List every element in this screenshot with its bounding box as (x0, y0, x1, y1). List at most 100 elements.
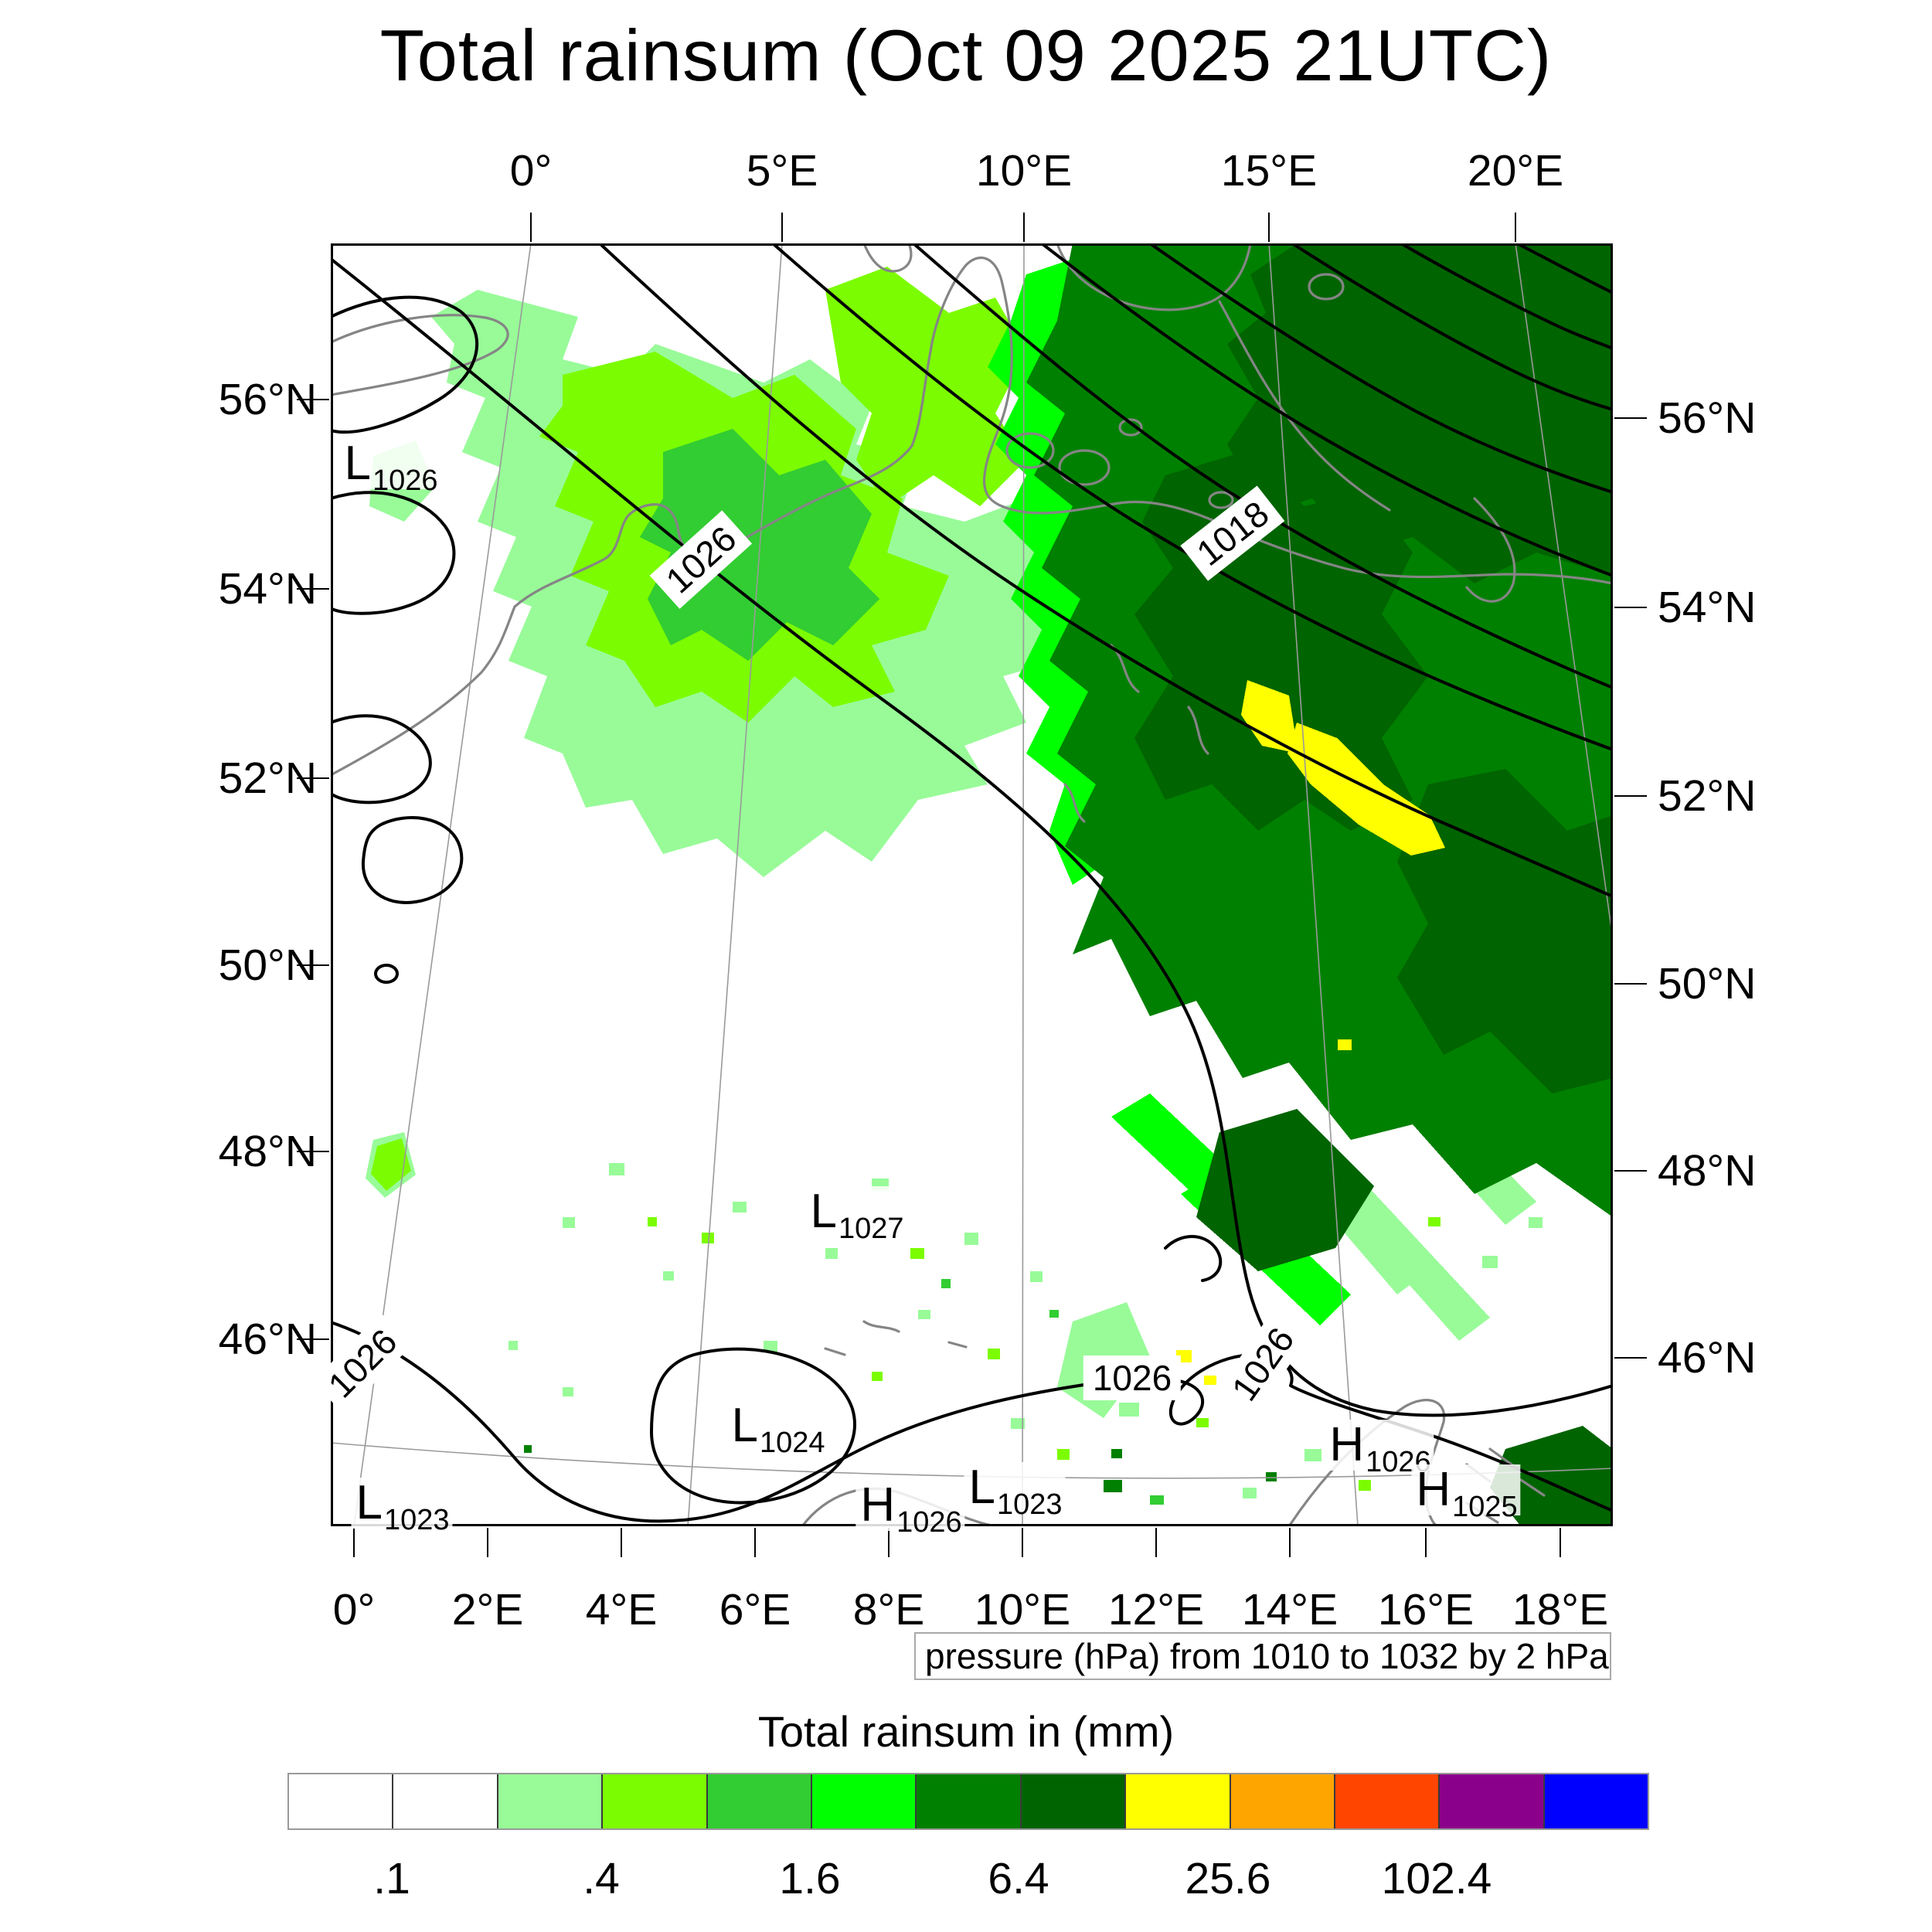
colorbar-cell-3 (601, 1774, 706, 1828)
axis-label-right: 52°N (1658, 771, 1757, 821)
colorbar-tick-label: 6.4 (988, 1854, 1049, 1903)
axis-label-bottom: 14°E (1241, 1585, 1338, 1634)
low-center-1023: L1023 (351, 1478, 453, 1535)
colorbar-tick-label: .4 (583, 1854, 620, 1903)
axis-label-right: 56°N (1658, 393, 1757, 443)
colorbar-tick-label: 102.4 (1381, 1854, 1492, 1903)
axis-label-bottom: 6°E (719, 1585, 791, 1634)
axis-label-bottom: 18°E (1512, 1585, 1609, 1634)
axis-label-top: 20°E (1467, 146, 1564, 196)
axis-tick-top (1023, 213, 1025, 242)
axis-label-bottom: 0° (332, 1585, 376, 1634)
colorbar-cell-10 (1333, 1774, 1439, 1828)
pressure-center-value: 1025 (1452, 1491, 1518, 1523)
pressure-legend-text: pressure (hPa) from 1010 to 1032 by 2 hP… (925, 1636, 1609, 1676)
axis-tick-bottom (353, 1528, 355, 1557)
contour-label-1026: 1026 (1083, 1355, 1182, 1400)
map-frame (331, 243, 1613, 1526)
axis-label-bottom: 4°E (585, 1585, 658, 1634)
axis-tick-top (530, 213, 532, 242)
low-center-1024: L1024 (726, 1399, 828, 1458)
colorbar-cell-11 (1438, 1774, 1543, 1828)
pressure-center-value: 1023 (383, 1504, 450, 1536)
pressure-center-letter: L (344, 437, 371, 490)
high-center-1026: H1026 (1325, 1418, 1434, 1477)
axis-tick-right (1614, 1170, 1647, 1172)
pressure-center-letter: H (1329, 1418, 1365, 1471)
axis-tick-bottom (1425, 1528, 1427, 1557)
pressure-center-value: 1026 (372, 464, 438, 497)
colorbar-tick-label: .1 (373, 1854, 410, 1903)
axis-tick-left (297, 1338, 329, 1340)
pressure-center-letter: L (968, 1461, 995, 1514)
axis-tick-right (1614, 795, 1647, 797)
colorbar-cell-4 (706, 1774, 811, 1828)
pressure-center-letter: L (731, 1399, 758, 1452)
pressure-center-value: 1026 (896, 1506, 962, 1539)
axis-tick-bottom (487, 1528, 488, 1557)
axis-label-right: 50°N (1658, 959, 1757, 1009)
axis-label-right: 54°N (1658, 583, 1757, 632)
colorbar-cell-2 (496, 1774, 602, 1828)
axis-tick-top (1515, 213, 1516, 242)
axis-tick-bottom (1155, 1528, 1157, 1557)
colorbar-title: Total rainsum in (mm) (757, 1707, 1175, 1756)
map-plot-area (331, 243, 1613, 1526)
colorbar-cell-0 (289, 1774, 393, 1828)
low-center-1026: L1026 (339, 437, 441, 495)
rainfall-field (366, 243, 1613, 1526)
pressure-center-letter: H (1416, 1463, 1451, 1516)
axis-tick-left (297, 964, 329, 966)
axis-label-top: 5°E (746, 146, 818, 196)
page-title: Total rainsum (Oct 09 2025 21UTC) (379, 15, 1553, 96)
axis-tick-right (1614, 417, 1647, 419)
axis-label-bottom: 10°E (974, 1585, 1071, 1634)
axis-tick-bottom (888, 1528, 889, 1557)
axis-label-bottom: 8°E (852, 1585, 925, 1634)
axis-tick-top (1268, 213, 1270, 242)
pressure-center-letter: H (860, 1478, 896, 1532)
colorbar-cell-7 (1019, 1774, 1125, 1828)
axis-tick-right (1614, 607, 1647, 608)
axis-tick-bottom (1022, 1528, 1023, 1557)
axis-tick-bottom (1560, 1528, 1561, 1557)
axis-label-right: 48°N (1658, 1146, 1757, 1196)
axis-label-bottom: 2°E (451, 1585, 524, 1634)
low-center-1023: L1023 (964, 1461, 1066, 1519)
axis-tick-top (781, 213, 783, 242)
colorbar-cell-12 (1543, 1774, 1648, 1828)
axis-label-top: 15°E (1220, 146, 1318, 196)
axis-label-top: 10°E (975, 146, 1073, 196)
axis-tick-right (1614, 1357, 1647, 1359)
axis-tick-bottom (1289, 1528, 1291, 1557)
pressure-center-letter: L (810, 1185, 837, 1238)
colorbar-cell-8 (1124, 1774, 1230, 1828)
axis-tick-left (297, 588, 329, 590)
axis-label-bottom: 12°E (1107, 1585, 1205, 1634)
low-center-1027: L1027 (805, 1185, 907, 1243)
axis-tick-bottom (621, 1528, 622, 1557)
axis-label-right: 46°N (1658, 1333, 1757, 1383)
axis-tick-bottom (754, 1528, 756, 1557)
colorbar-tick-label: 1.6 (779, 1854, 841, 1903)
axis-tick-right (1614, 983, 1647, 985)
colorbar (287, 1773, 1649, 1830)
axis-tick-left (297, 1151, 329, 1152)
pressure-center-value: 1024 (759, 1427, 825, 1459)
axis-tick-left (297, 399, 329, 400)
high-center-1026: H1026 (855, 1478, 965, 1537)
axis-tick-left (297, 777, 329, 779)
colorbar-tick-label: 25.6 (1185, 1854, 1271, 1903)
pressure-center-value: 1027 (838, 1213, 904, 1245)
colorbar-cell-6 (915, 1774, 1020, 1828)
pressure-legend-box: pressure (hPa) from 1010 to 1032 by 2 hP… (914, 1632, 1611, 1680)
pressure-center-value: 1023 (996, 1488, 1063, 1521)
axis-label-top: 0° (509, 146, 553, 196)
colorbar-cell-1 (392, 1774, 497, 1828)
high-center-1025: H1025 (1411, 1463, 1521, 1522)
pressure-contours (331, 243, 1613, 1523)
colorbar-cell-5 (810, 1774, 916, 1828)
axis-label-bottom: 16°E (1377, 1585, 1475, 1634)
colorbar-cell-9 (1229, 1774, 1334, 1828)
